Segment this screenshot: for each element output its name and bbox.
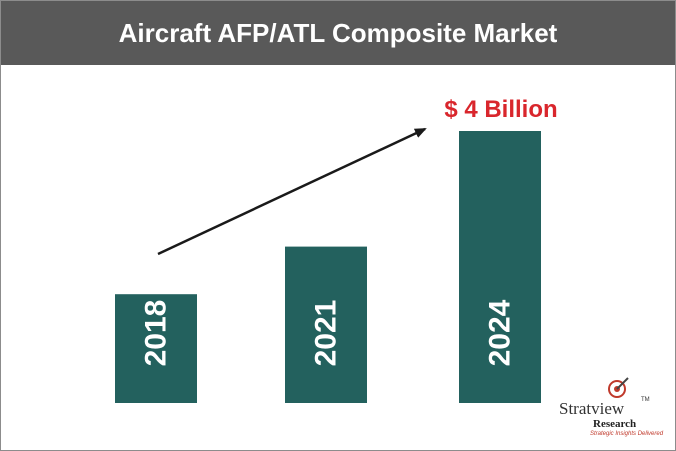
bar-2024	[459, 131, 541, 403]
bar-label-2021: 2021	[310, 300, 343, 367]
bar-2021	[285, 246, 367, 403]
logo-tagline: Strategic Insights Delivered	[590, 431, 664, 437]
stratview-logo: Stratview TM Research Strategic Insights…	[549, 375, 669, 441]
logo-subtitle: Research	[593, 418, 637, 430]
growth-arrow	[157, 127, 427, 256]
value-annotation: $ 4 Billion	[444, 96, 557, 123]
bar-label-2024: 2024	[484, 299, 517, 366]
bar-label-2018: 2018	[140, 300, 173, 367]
logo-name: Stratview	[559, 399, 625, 418]
chart-title: Aircraft AFP/ATL Composite Market	[118, 17, 558, 48]
logo-target-icon	[608, 377, 629, 398]
logo-trademark: TM	[641, 397, 650, 403]
title-bar: Aircraft AFP/ATL Composite Market	[1, 1, 675, 65]
bar-2018	[115, 294, 197, 403]
